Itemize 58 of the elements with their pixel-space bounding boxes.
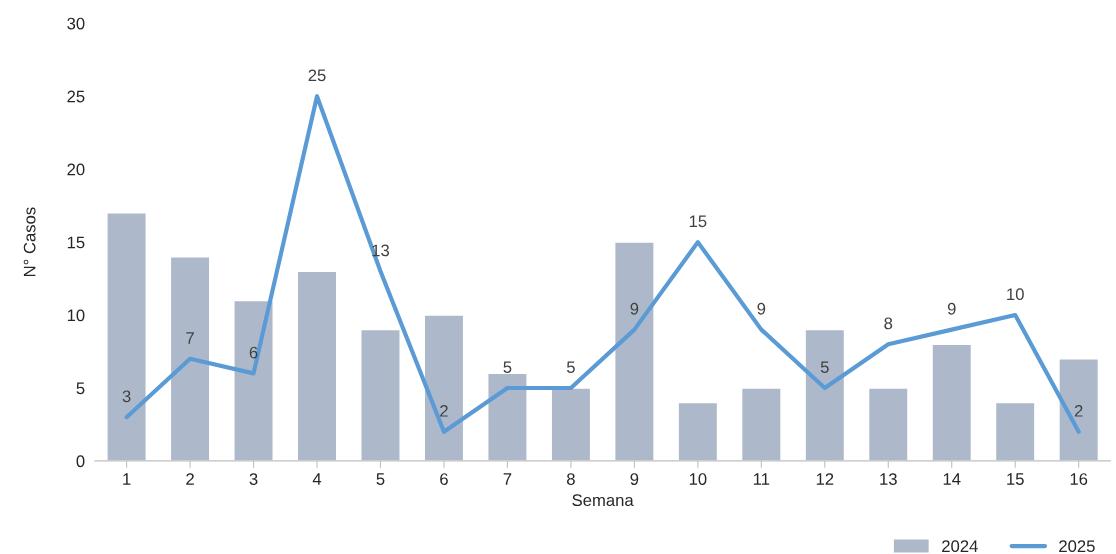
x-tick-label: 5 xyxy=(376,473,385,485)
x-tick-label: 3 xyxy=(249,473,258,485)
data-label: 7 xyxy=(186,332,194,344)
y-tick-label: 20 xyxy=(67,163,85,176)
y-tick-label: 10 xyxy=(67,309,85,322)
bar xyxy=(740,387,782,461)
x-tick-label: 14 xyxy=(943,473,961,485)
data-label: 25 xyxy=(308,69,326,82)
y-tick-label: 0 xyxy=(76,455,85,468)
bar xyxy=(360,328,401,461)
x-tick-label: 1 xyxy=(123,473,131,485)
y-tick-label: 30 xyxy=(67,17,85,30)
bar xyxy=(487,372,528,461)
data-label: 5 xyxy=(820,361,829,374)
bar xyxy=(296,270,338,461)
bar xyxy=(1058,358,1100,461)
data-label: 9 xyxy=(630,302,639,315)
bar xyxy=(550,387,592,461)
data-label: 9 xyxy=(757,302,766,315)
bar xyxy=(614,241,655,461)
data-label: 5 xyxy=(566,361,575,374)
x-tick-label: 12 xyxy=(816,473,834,485)
bar xyxy=(677,401,719,461)
bar xyxy=(931,343,973,461)
data-label: 3 xyxy=(122,390,131,403)
data-label: 10 xyxy=(1007,288,1024,301)
x-tick-label: 6 xyxy=(440,473,448,485)
data-label: 2 xyxy=(1074,404,1083,417)
x-tick-label: 11 xyxy=(753,473,770,485)
x-tick-label: 8 xyxy=(566,473,575,485)
x-tick-label: 10 xyxy=(689,473,707,485)
data-label: 9 xyxy=(947,302,956,315)
bar xyxy=(233,299,274,461)
data-label: 5 xyxy=(503,361,512,374)
bar xyxy=(423,314,465,461)
data-label: 8 xyxy=(884,317,893,330)
y-tick-label: 15 xyxy=(67,236,85,249)
x-tick-label: 2 xyxy=(186,473,194,485)
bar xyxy=(804,328,846,461)
x-tick-label: 9 xyxy=(630,473,639,485)
bar xyxy=(867,387,909,461)
x-tick-label: 4 xyxy=(312,473,322,485)
data-label: 2 xyxy=(440,404,448,417)
x-axis-title: Semana xyxy=(572,494,634,507)
x-tick-label: 15 xyxy=(1007,473,1024,485)
legend-label: 2025 xyxy=(1059,540,1095,553)
y-tick-label: 5 xyxy=(76,382,85,395)
y-tick-label: 25 xyxy=(67,90,85,103)
bar xyxy=(994,401,1036,461)
bar xyxy=(106,212,147,461)
data-label: 15 xyxy=(689,215,707,228)
x-tick-label: 7 xyxy=(503,473,512,485)
bar xyxy=(169,255,211,461)
x-tick-label: 16 xyxy=(1070,473,1088,485)
line-series xyxy=(124,94,1081,434)
legend-label: 2024 xyxy=(942,540,978,553)
y-axis-title: N° Casos xyxy=(23,207,36,277)
x-tick-label: 13 xyxy=(880,473,897,485)
